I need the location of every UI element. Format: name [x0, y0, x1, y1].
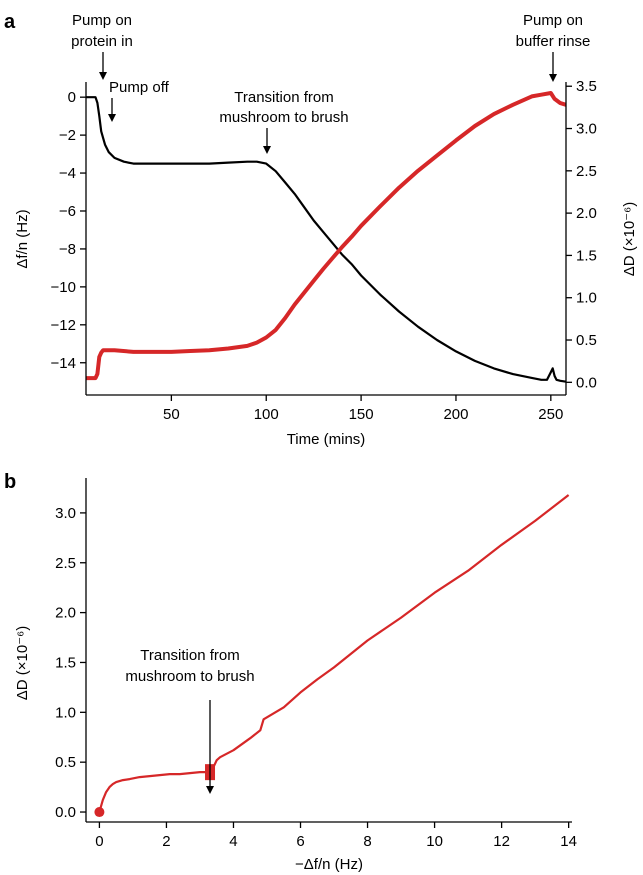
panel-a-right-y-tick-label: 3.5 [576, 78, 597, 95]
annotation-rinse-line2: buffer rinse [516, 33, 591, 50]
panel-a-right-y-tick-label: 3.0 [576, 121, 597, 138]
panel-a-left-y-tick-label: −6 [59, 203, 76, 220]
panel-a-left-y-tick-label: −4 [59, 165, 76, 182]
panel-b-x-ticks: 0 2 4 6 8 10 12 14 [95, 822, 577, 850]
panel-b-x-tick-label: 10 [426, 833, 443, 850]
panel-a-right-y-tick-label: 2.0 [576, 205, 597, 222]
panel-b-y-tick-label: 0.0 [55, 804, 76, 821]
panel-a-x-tick-label: 250 [538, 406, 563, 423]
panel-b-transition-arrowhead [206, 786, 214, 794]
panel-a-left-y-axis-label: Δf/n (Hz) [14, 209, 31, 268]
pump-on-arrowhead [99, 72, 107, 80]
annotation-transition-line2: mushroom to brush [219, 109, 348, 126]
panel-a-x-tick-label: 100 [254, 406, 279, 423]
panel-a-right-y-tick-label: 2.5 [576, 163, 597, 180]
panel-a-left-y-tick-label: −12 [51, 317, 76, 334]
panel-b-annotation-transition-line2: mushroom to brush [125, 668, 254, 685]
panel-b: b 0 2 4 6 8 10 12 14 0.0 0.5 1.0 1.5 2.0 2.5 3.0 −Δf/… [4, 471, 577, 873]
panel-a-left-y-tick-label: −2 [59, 127, 76, 144]
panel-b-x-axis-label: −Δf/n (Hz) [295, 856, 363, 873]
panel-a-x-tick-label: 200 [443, 406, 468, 423]
frequency-series-line [86, 96, 567, 383]
annotation-pump-off: Pump off [109, 79, 170, 96]
panel-b-x-tick-label: 4 [229, 833, 237, 850]
panel-b-x-tick-label: 12 [493, 833, 510, 850]
panel-a-right-y-ticks: 0.0 0.5 1.0 1.5 2.0 2.5 3.0 3.5 [566, 78, 597, 391]
rinse-arrowhead [549, 74, 557, 82]
panel-b-x-tick-label: 6 [296, 833, 304, 850]
panel-b-x-tick-label: 0 [95, 833, 103, 850]
panel-a-right-y-tick-label: 0.5 [576, 332, 597, 349]
panel-a: a 50 100 150 200 250 0−2−4−6−8−10−12−14 0.00… [4, 11, 638, 448]
pump-off-arrowhead [108, 114, 116, 122]
panel-a-right-y-tick-label: 1.0 [576, 290, 597, 307]
panel-b-x-tick-label: 8 [363, 833, 371, 850]
panel-a-left-y-tick-label: −8 [59, 241, 76, 258]
panel-b-letter: b [4, 471, 16, 493]
panel-a-right-y-tick-label: 0.0 [576, 374, 597, 391]
panel-b-y-tick-label: 2.0 [55, 605, 76, 622]
panel-b-y-tick-label: 1.0 [55, 704, 76, 721]
panel-a-left-y-tick-label: 0 [68, 89, 76, 106]
panel-a-x-tick-label: 150 [349, 406, 374, 423]
panel-a-x-tick-label: 50 [163, 406, 180, 423]
annotation-pump-on-line2: protein in [71, 33, 133, 50]
panel-b-y-tick-label: 3.0 [55, 505, 76, 522]
panel-b-x-tick-label: 14 [560, 833, 577, 850]
panel-b-y-tick-label: 1.5 [55, 654, 76, 671]
dissipation-series-line [86, 91, 567, 381]
transition-arrowhead [263, 146, 271, 154]
panel-b-y-tick-label: 0.5 [55, 754, 76, 771]
panel-a-right-y-tick-label: 1.5 [576, 247, 597, 264]
panel-a-plot-area [86, 91, 567, 383]
panel-a-left-y-tick-label: −10 [51, 279, 76, 296]
panel-b-y-ticks: 0.0 0.5 1.0 1.5 2.0 2.5 3.0 [55, 505, 86, 821]
panel-b-y-axis-label: ΔD (×10⁻⁶) [14, 626, 31, 701]
panel-a-letter: a [4, 11, 16, 33]
panel-b-annotation-transition-line1: Transition from [140, 647, 239, 664]
annotation-rinse-line1: Pump on [523, 12, 583, 29]
annotation-transition-line1: Transition from [234, 89, 333, 106]
panel-a-x-ticks: 50 100 150 200 250 [163, 395, 563, 423]
dissipation-vs-frequency-line [98, 494, 570, 813]
panel-b-x-tick-label: 2 [162, 833, 170, 850]
panel-a-x-axis-label: Time (mins) [287, 431, 366, 448]
panel-a-right-y-axis-label: ΔD (×10⁻⁶) [621, 202, 638, 277]
start-data-point [94, 807, 105, 818]
annotation-pump-on-line1: Pump on [72, 12, 132, 29]
panel-a-left-y-tick-label: −14 [51, 355, 76, 372]
panel-a-left-y-ticks: 0 −2 −4 −6 −8 −10 −12 −14 [51, 89, 86, 372]
panel-b-y-tick-label: 2.5 [55, 555, 76, 572]
